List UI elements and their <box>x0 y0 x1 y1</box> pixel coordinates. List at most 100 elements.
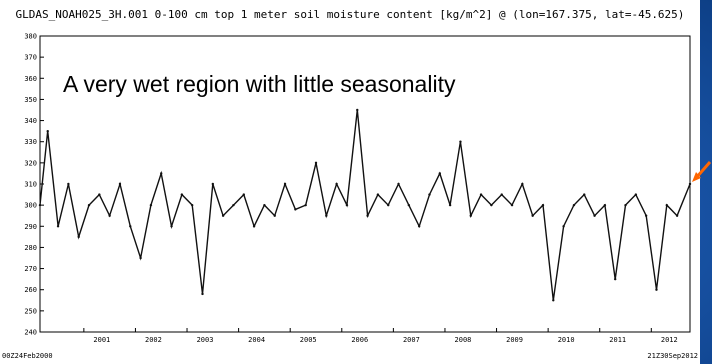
data-point-26 <box>304 203 307 207</box>
plot-area: 240 250 260 270 280 290 300 310 320 330 340 350 360 3… <box>24 33 692 344</box>
x-start-label: 00Z24Feb2000 <box>2 352 53 360</box>
y-tick-label-250: 250 <box>24 307 37 315</box>
data-point-46 <box>510 203 514 207</box>
data-point-51 <box>562 225 565 228</box>
y-tick-label-330: 330 <box>24 138 37 146</box>
data-point-42 <box>469 214 472 217</box>
data-point-29 <box>335 182 338 186</box>
data-point-32 <box>366 214 369 217</box>
x-tick-label-2006: 2006 <box>351 336 368 344</box>
y-tick-label-290: 290 <box>24 223 37 231</box>
data-point-24 <box>283 182 287 186</box>
data-point-38 <box>428 193 431 196</box>
data-point-5 <box>87 203 91 207</box>
data-point-57 <box>624 203 627 207</box>
x-tick-label-2001: 2001 <box>93 336 110 344</box>
x-end-label: 21Z30Sep2012 <box>647 352 698 360</box>
data-point-3 <box>67 182 70 186</box>
data-point-58 <box>634 193 638 196</box>
data-point-56 <box>613 277 617 281</box>
data-point-12 <box>160 172 163 175</box>
pointer-arrow <box>692 161 712 182</box>
y-tick-label-350: 350 <box>24 96 37 104</box>
data-point-53 <box>583 193 586 196</box>
data-point-9 <box>129 225 132 228</box>
data-point-48 <box>531 214 534 217</box>
data-point-13 <box>170 225 173 228</box>
x-tick-label-2003: 2003 <box>197 336 214 344</box>
data-point-25 <box>294 208 297 211</box>
x-tick-label-2008: 2008 <box>455 336 472 344</box>
y-tick-label-310: 310 <box>24 181 37 189</box>
data-point-44 <box>490 203 493 207</box>
data-point-63 <box>688 182 692 186</box>
data-point-30 <box>345 203 349 207</box>
data-point-6 <box>98 193 101 196</box>
data-point-61 <box>665 203 668 207</box>
y-tick-label-240: 240 <box>24 329 37 337</box>
series-line-0 <box>39 109 691 301</box>
data-point-54 <box>593 214 596 217</box>
data-point-8 <box>118 182 122 186</box>
data-point-14 <box>180 193 184 196</box>
data-point-49 <box>541 203 545 207</box>
data-point-60 <box>655 288 658 291</box>
data-point-34 <box>387 203 390 207</box>
data-point-35 <box>397 182 400 186</box>
data-point-40 <box>448 203 452 207</box>
data-point-31 <box>356 108 359 112</box>
data-point-21 <box>252 225 256 228</box>
y-tick-label-280: 280 <box>24 244 37 252</box>
data-point-0 <box>38 203 42 207</box>
x-tick-label-2012: 2012 <box>661 336 678 344</box>
data-point-16 <box>201 292 204 296</box>
data-point-62 <box>675 214 679 217</box>
x-tick-label-2010: 2010 <box>558 336 575 344</box>
data-point-7 <box>108 214 111 217</box>
data-point-39 <box>438 172 442 175</box>
data-point-19 <box>232 203 235 207</box>
x-tick-label-2005: 2005 <box>300 336 317 344</box>
data-point-2 <box>56 225 60 228</box>
x-tick-label-2002: 2002 <box>145 336 162 344</box>
data-point-41 <box>459 140 462 143</box>
data-point-28 <box>325 214 328 217</box>
data-point-18 <box>221 214 225 217</box>
data-point-52 <box>572 203 576 207</box>
y-tick-label-370: 370 <box>24 54 37 62</box>
data-point-33 <box>376 193 380 196</box>
y-tick-label-340: 340 <box>24 117 37 125</box>
data-point-22 <box>263 203 266 207</box>
data-point-15 <box>190 203 194 207</box>
y-tick-label-260: 260 <box>24 286 37 294</box>
data-point-23 <box>273 214 276 217</box>
chart-title: GLDAS_NOAH025_3H.001 0-100 cm top 1 mete… <box>16 8 685 21</box>
data-point-47 <box>521 182 524 186</box>
y-tick-label-300: 300 <box>24 202 37 210</box>
chart-annotation: A very wet region with little seasonalit… <box>63 71 456 97</box>
data-point-43 <box>479 193 483 196</box>
x-tick-label-2004: 2004 <box>248 336 265 344</box>
x-tick-label-2009: 2009 <box>506 336 523 344</box>
data-point-17 <box>211 182 215 186</box>
data-point-27 <box>314 161 318 165</box>
data-point-10 <box>139 256 142 260</box>
data-point-59 <box>644 214 648 217</box>
data-point-45 <box>500 193 503 196</box>
y-tick-label-270: 270 <box>24 265 37 273</box>
data-point-4 <box>77 235 80 239</box>
data-point-1 <box>46 129 49 133</box>
data-point-50 <box>552 299 555 302</box>
x-tick-label-2007: 2007 <box>403 336 420 344</box>
y-tick-label-380: 380 <box>24 33 37 41</box>
data-point-55 <box>603 203 607 207</box>
data-point-36 <box>407 203 411 207</box>
data-point-11 <box>149 203 153 207</box>
y-tick-label-360: 360 <box>24 75 37 83</box>
data-point-37 <box>417 225 421 228</box>
y-tick-label-320: 320 <box>24 159 37 167</box>
data-point-20 <box>242 193 245 196</box>
x-tick-label-2011: 2011 <box>609 336 626 344</box>
